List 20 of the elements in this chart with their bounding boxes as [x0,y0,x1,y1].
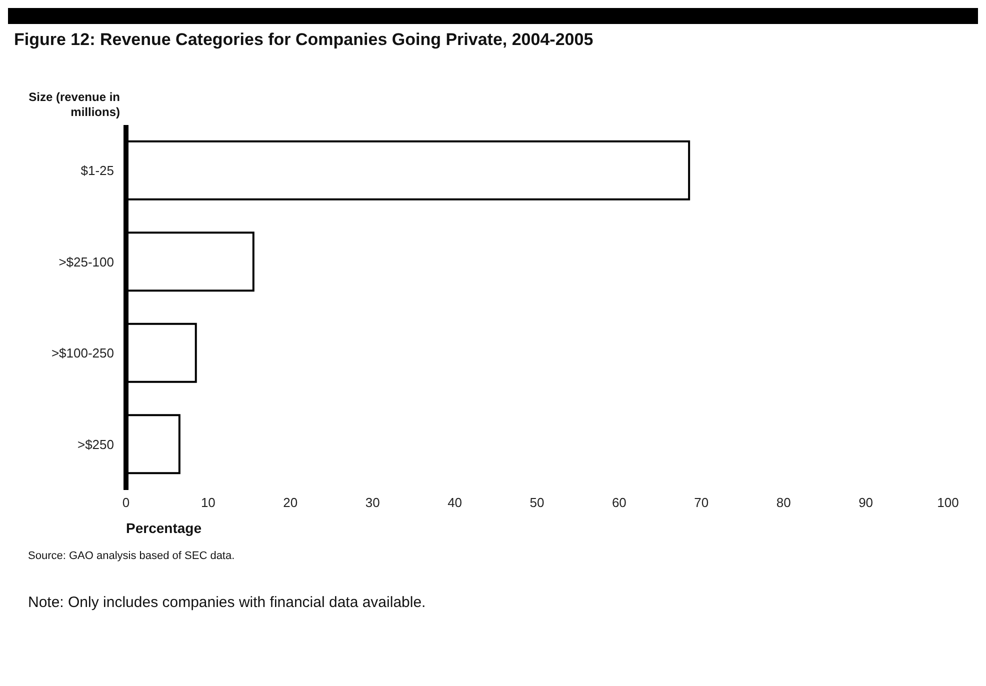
y-tick-label: >$100-250 [51,346,114,361]
y-tick-label: >$25-100 [58,254,114,270]
x-tick-label: 10 [200,495,216,510]
chart-title: Figure 12: Revenue Categories for Companies Going Private, 2004-2005 [14,30,594,50]
y-tick-label: >$250 [77,436,114,452]
x-tick-label: 100 [937,495,959,510]
text: Note: Only includes companies with financial data available. [28,594,427,611]
x-tick-label: 50 [530,495,544,510]
x-tick-label: 30 [365,495,380,510]
x-tick-label: 70 [694,495,709,510]
x-tick-label: 80 [776,495,791,510]
x-tick-label: 40 [448,495,462,510]
x-tick-label: 20 [283,495,298,510]
y-axis-title: Size (revenue in millions) [28,90,120,120]
x-tick-label: 0 [122,495,130,510]
x-tick-label: 90 [858,495,874,510]
source-note: Source: GAO analysis based of SEC data. [28,550,236,562]
x-tick-label: 60 [612,495,626,510]
y-tick-label: $1-25 [80,163,114,178]
x-axis-title: Percentage [126,520,202,536]
